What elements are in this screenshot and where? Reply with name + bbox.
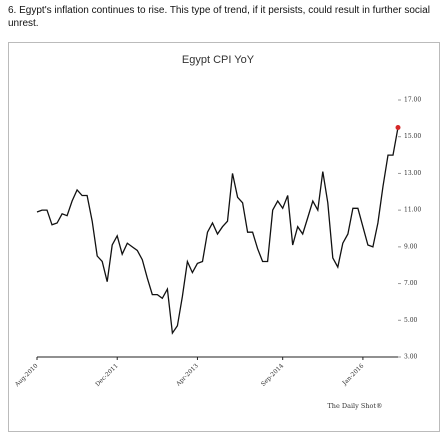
y-tick-label: 13.00	[404, 170, 421, 177]
y-tick-label: 9.00	[404, 243, 418, 250]
x-tick-label: Apr-2013	[174, 362, 200, 388]
y-tick-label: 5.00	[404, 317, 418, 324]
chart-title: Egypt CPI YoY	[182, 54, 255, 66]
y-tick-label: 11.00	[404, 207, 421, 214]
caption: 6. Egypt's inflation continues to rise. …	[8, 5, 430, 29]
source: The Daily Shot®	[327, 402, 382, 410]
line-series	[36, 127, 399, 335]
y-tick-label: 7.00	[404, 280, 418, 287]
x-tick-label: Jan-2016	[341, 362, 366, 387]
y-tick-label: 3.00	[404, 354, 418, 361]
y-tick-label: 15.00	[404, 133, 421, 140]
x-tick-label: Aug-2010	[13, 362, 40, 389]
y-tick-label: 17.00	[404, 97, 421, 104]
x-tick-label: Dec-2011	[94, 363, 119, 388]
last-point	[395, 125, 401, 131]
chart-frame	[8, 42, 440, 432]
x-tick-label: Sep-2014	[260, 362, 285, 387]
